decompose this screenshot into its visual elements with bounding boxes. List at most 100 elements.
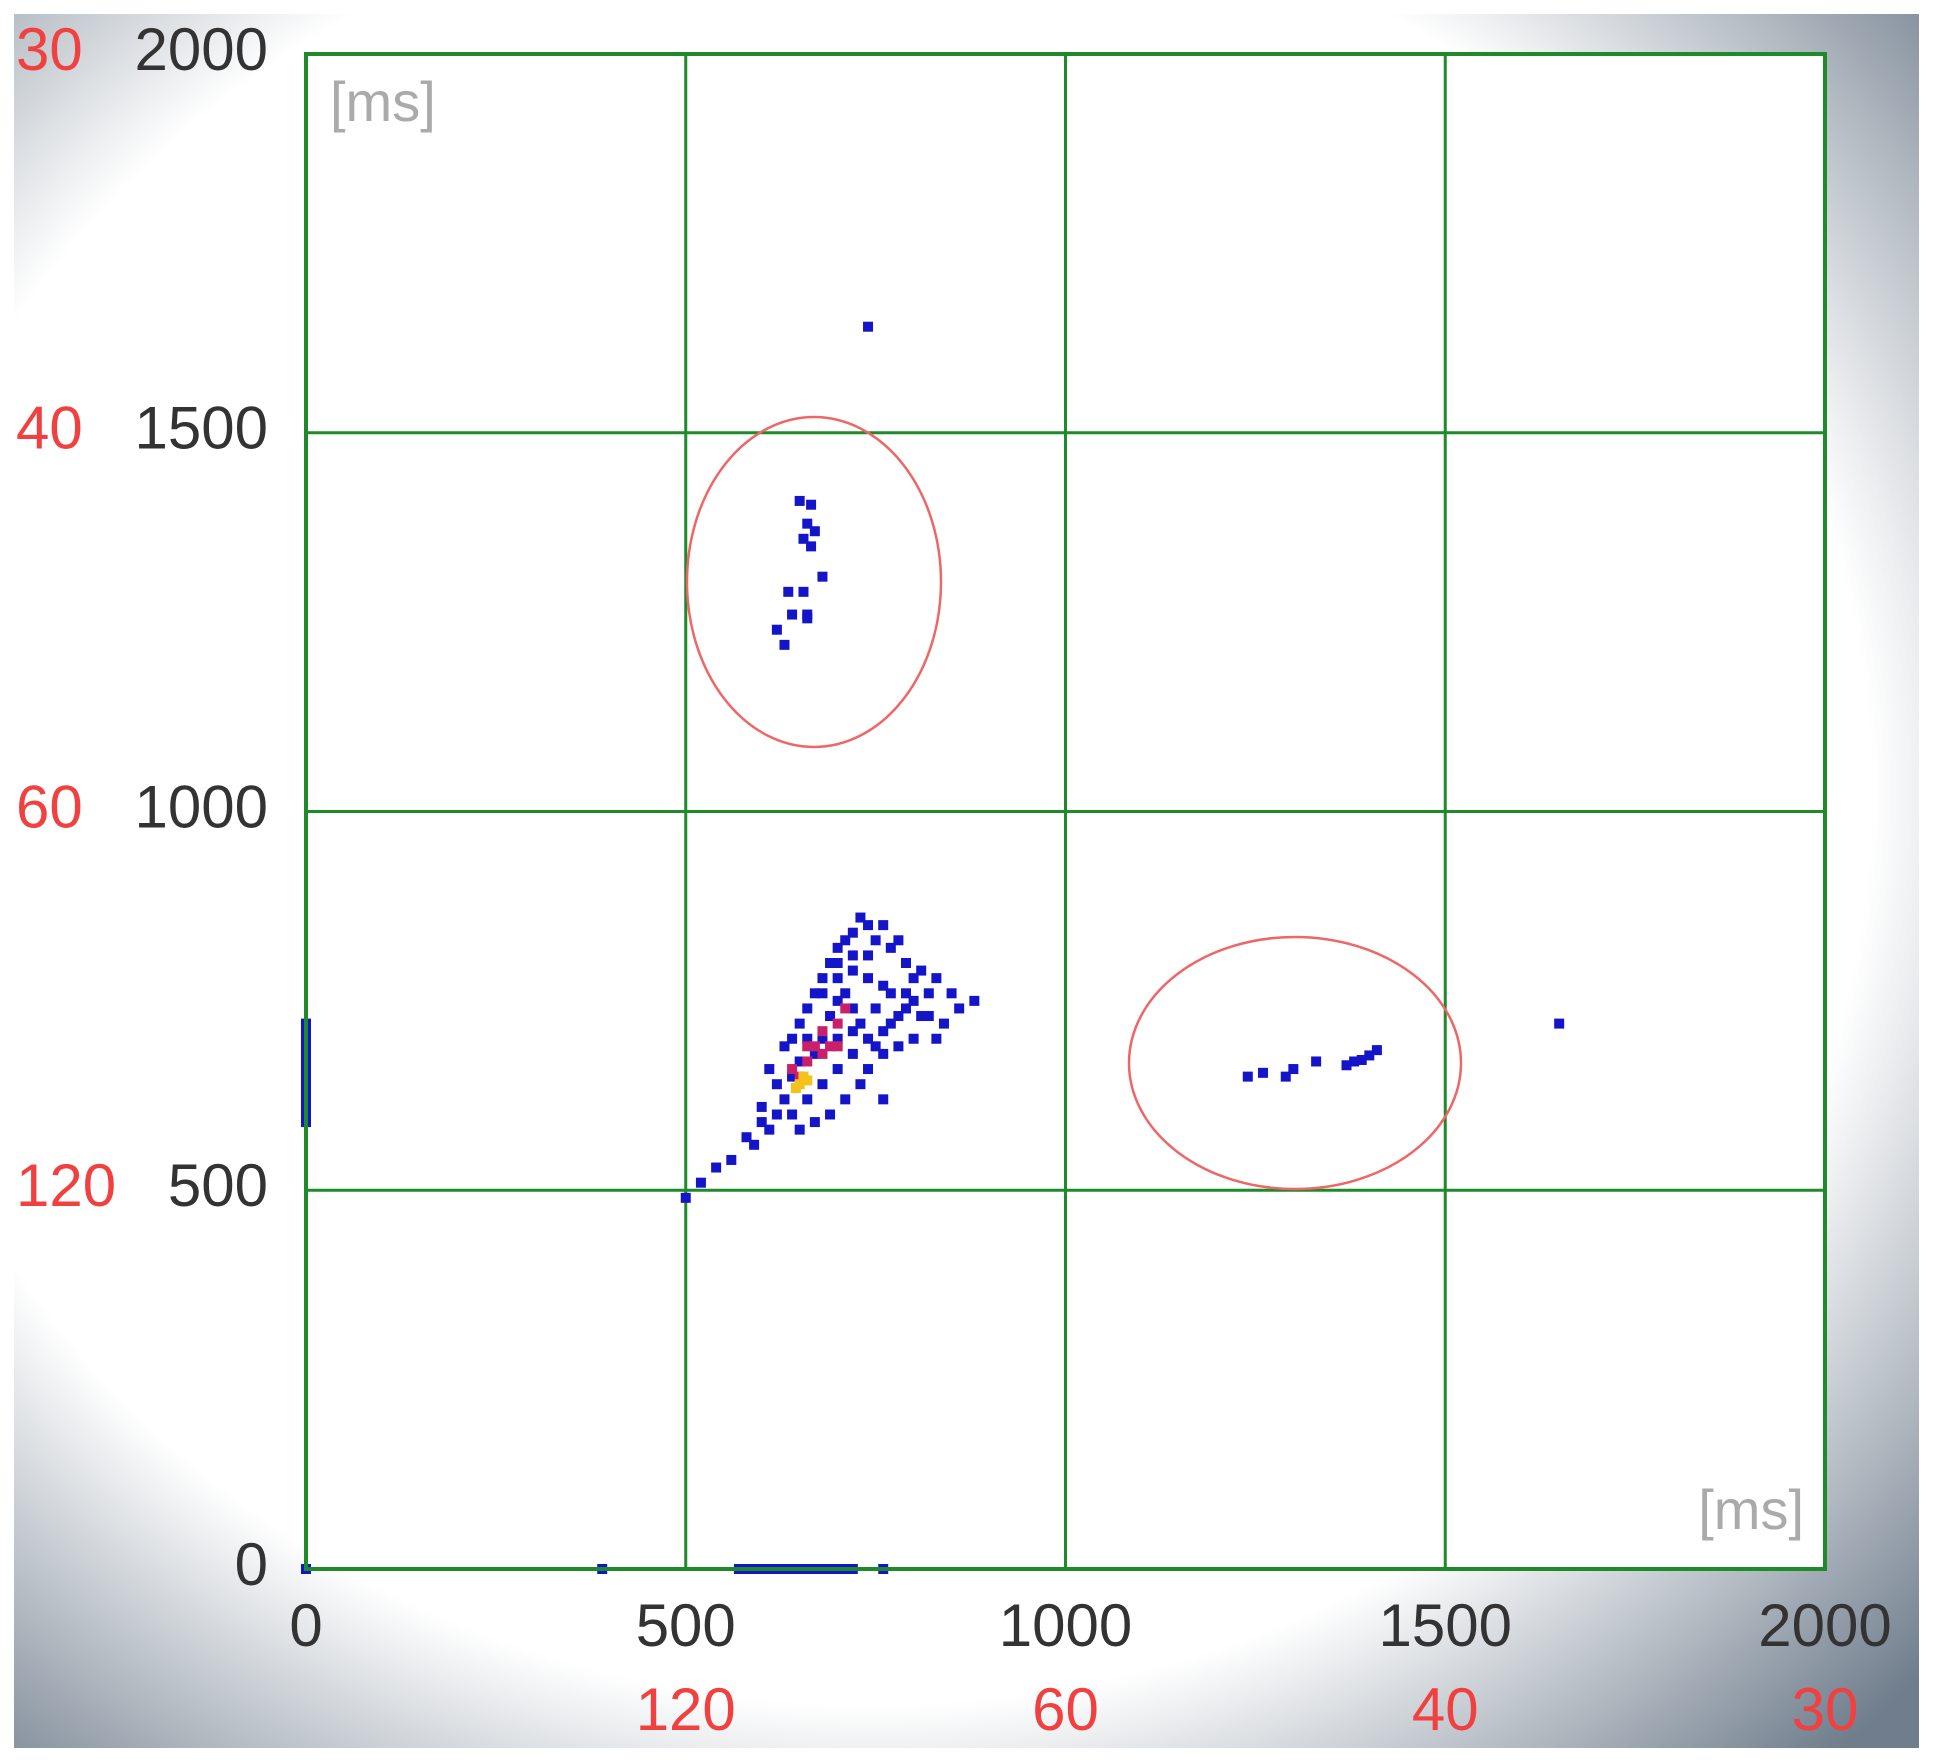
point [794,1056,805,1067]
point [863,1033,874,1044]
point [923,1011,934,1022]
point [787,1109,798,1120]
point [771,1109,782,1120]
point [878,920,889,931]
point [771,1079,782,1090]
point [817,571,828,582]
point [749,1139,760,1150]
point [825,1041,836,1052]
y2-tick-label: 30 [16,16,83,83]
point [756,1101,767,1112]
point [885,942,896,953]
x-unit-label: [ms] [1698,1478,1804,1541]
y-tick-label: 0 [235,1531,268,1598]
y-tick-label: 2000 [135,16,268,83]
point [794,1018,805,1029]
point [901,988,912,999]
annotation-ellipse [685,415,943,749]
point [802,613,813,624]
point [802,1041,813,1052]
point [726,1154,737,1165]
point [954,1003,965,1014]
point [832,1041,843,1052]
point [1257,1067,1268,1078]
point [832,1033,843,1044]
point [1349,1056,1360,1067]
point [794,495,805,506]
point [840,935,851,946]
point [878,1048,889,1059]
point [802,1075,813,1086]
point [817,988,828,999]
point [790,1082,801,1093]
point [1341,1060,1352,1071]
point [779,1041,790,1052]
point [802,1094,813,1105]
point [806,499,817,510]
point [893,1011,904,1022]
point [680,1192,691,1203]
point [847,965,858,976]
point [893,1041,904,1052]
point [825,1011,836,1022]
point [825,958,836,968]
annotation-ellipse [1127,935,1463,1191]
y-tick-label: 500 [168,1152,268,1219]
point [794,1124,805,1135]
point [901,1003,912,1014]
point [832,942,843,953]
point [855,1018,866,1029]
point [1371,1045,1382,1056]
point [1288,1064,1299,1075]
point [901,958,912,968]
point [908,973,919,984]
x-tick-label: 1500 [1379,1592,1512,1659]
point [809,1117,820,1128]
point [817,1033,828,1044]
point [878,1026,889,1037]
point [863,1064,874,1075]
point [946,988,957,999]
point [863,950,874,961]
point [916,1011,927,1022]
y-unit-label: [ms] [330,70,436,133]
point [870,935,881,946]
point [840,1094,851,1105]
x2-tick-label: 120 [636,1676,736,1743]
point [847,1003,858,1014]
point [817,1079,828,1090]
point [802,518,813,529]
plot-border [304,52,1827,1571]
point [938,1018,949,1029]
x-tick-label: 2000 [1758,1592,1891,1659]
x2-tick-label: 40 [1412,1676,1479,1743]
x2-tick-label: 30 [1792,1676,1859,1743]
tick-labels: 0 500 1000 1500 2000 0 500 1000 1500 2000 120 60 40 3… [16,16,1892,1743]
point [798,586,809,597]
point [855,912,866,923]
point [885,1018,896,1029]
point [916,965,927,976]
y2-tick-label: 60 [16,773,83,840]
point [870,1041,881,1052]
point [847,950,858,961]
point [832,958,843,968]
point [787,1064,798,1075]
point [870,1003,881,1014]
point [1242,1071,1253,1082]
point [806,541,817,552]
x-tick-label: 1000 [999,1592,1132,1659]
y2-tick-label: 40 [16,395,83,462]
point [798,533,809,544]
point [764,1064,775,1075]
point [809,526,820,537]
point [847,1048,858,1059]
point [863,973,874,984]
point [893,935,904,946]
point [1280,1071,1291,1082]
point [787,609,798,620]
point [931,1033,942,1044]
point [1311,1056,1322,1067]
point [1554,1018,1565,1029]
